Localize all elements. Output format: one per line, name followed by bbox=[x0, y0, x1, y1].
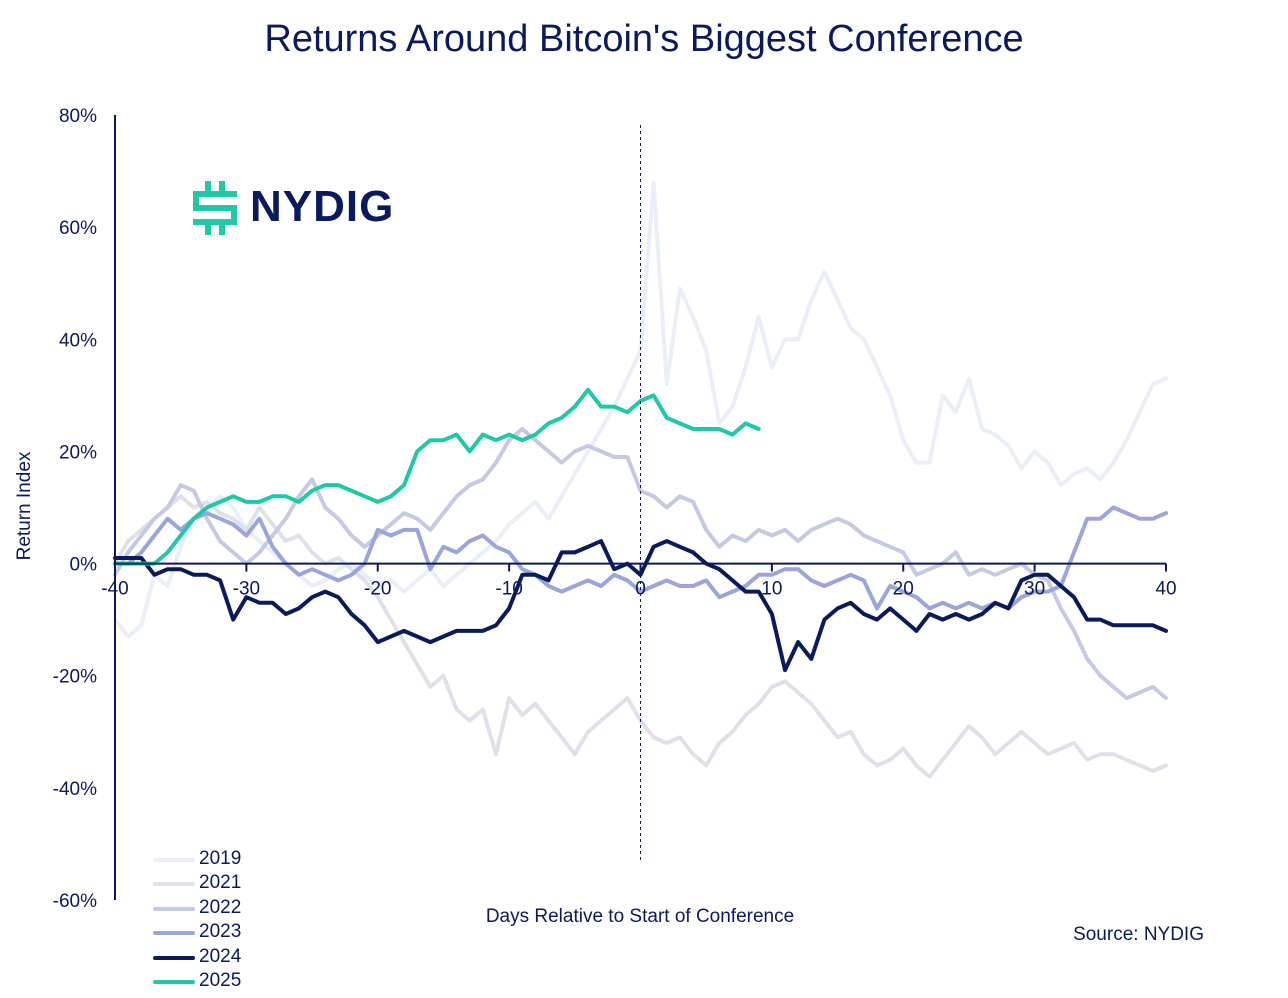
series-line-2024 bbox=[113, 539, 1168, 673]
legend-swatch bbox=[153, 979, 195, 984]
series-line-2025 bbox=[113, 387, 761, 566]
legend-swatch bbox=[153, 906, 195, 911]
logo-text: NYDIG bbox=[250, 182, 395, 231]
series-line-2022 bbox=[113, 427, 1168, 701]
nydig-logo: NYDIG bbox=[186, 180, 393, 236]
legend-swatch bbox=[153, 955, 195, 960]
legend-label: 2022 bbox=[199, 896, 242, 918]
chart-title: Returns Around Bitcoin's Biggest Confere… bbox=[264, 18, 1024, 60]
legend-swatch bbox=[153, 931, 195, 936]
x-tick-label: 30 bbox=[1024, 579, 1045, 600]
x-tick-label: -20 bbox=[364, 579, 391, 600]
x-tick-label: -40 bbox=[101, 579, 128, 600]
legend-label: 2023 bbox=[199, 921, 242, 943]
y-tick-label: 40% bbox=[59, 330, 97, 351]
y-tick-label: -60% bbox=[53, 891, 97, 912]
x-tick-label: 40 bbox=[1155, 579, 1176, 600]
legend-swatch bbox=[153, 858, 195, 862]
y-tick-label: 0% bbox=[70, 555, 98, 576]
x-tick-label: 10 bbox=[761, 579, 782, 600]
x-axis-label: Days Relative to Start of Conference bbox=[485, 906, 795, 927]
x-tick-label: 0 bbox=[635, 579, 646, 600]
y-axis-label: Return Index bbox=[14, 451, 35, 561]
legend-label: 2024 bbox=[199, 945, 242, 967]
legend-swatch bbox=[153, 882, 195, 887]
source-note: Source: NYDIG bbox=[1073, 924, 1204, 945]
x-tick-label: 20 bbox=[893, 579, 914, 600]
legend-label: 2025 bbox=[199, 969, 242, 991]
y-tick-label: 80% bbox=[59, 106, 97, 127]
y-tick-label: 20% bbox=[59, 442, 97, 463]
axes: 80% 60% 40% 20% 0% -20% -40% -60% -40 -30 -20 -10 0 1… bbox=[53, 106, 1177, 912]
legend-label: 2021 bbox=[199, 872, 242, 894]
legend-label: 2019 bbox=[199, 848, 242, 869]
y-tick-label: -40% bbox=[53, 779, 97, 800]
nydig-logo-icon bbox=[193, 181, 237, 235]
x-tick-label: -10 bbox=[495, 579, 522, 600]
y-tick-label: 60% bbox=[59, 218, 97, 239]
y-tick-label: -20% bbox=[53, 667, 97, 688]
x-tick-label: -30 bbox=[233, 579, 260, 600]
